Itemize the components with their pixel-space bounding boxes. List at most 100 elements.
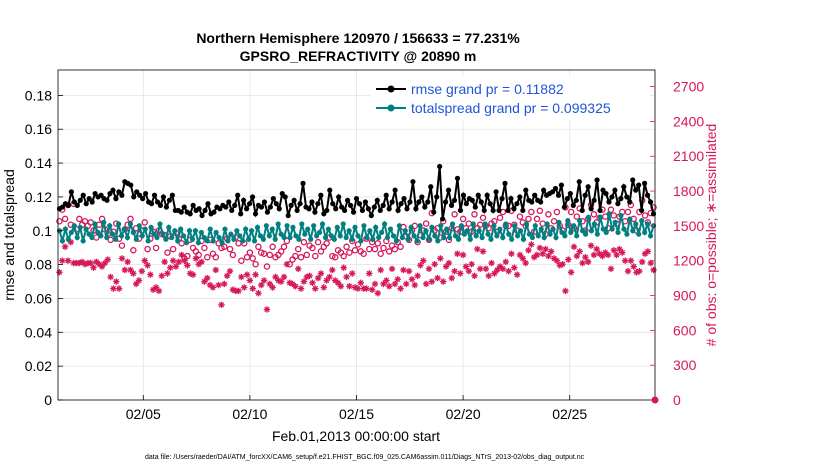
rmse-series-point xyxy=(288,202,294,208)
totalspread-series-point xyxy=(101,219,107,225)
assimilated-obs-point xyxy=(431,260,438,268)
totalspread-series-point xyxy=(621,226,627,232)
assimilated-obs-point xyxy=(428,278,436,285)
rmse-series-point xyxy=(327,187,333,193)
assimilated-obs-point xyxy=(189,271,197,278)
totalspread-series-point xyxy=(432,233,438,239)
totalspread-series-point xyxy=(86,231,92,237)
possible-obs-point xyxy=(226,245,234,253)
rmse-series-point xyxy=(377,207,383,214)
totalspread-series-point xyxy=(609,226,615,232)
assimilated-obs-point xyxy=(454,250,461,257)
assimilated-obs-point xyxy=(627,257,635,264)
y-right-tick-label: 2400 xyxy=(673,113,704,129)
totalspread-series-point xyxy=(633,221,639,227)
assimilated-obs-point xyxy=(56,269,63,276)
rmse-series-point xyxy=(567,190,573,197)
rmse-series-point xyxy=(68,189,74,195)
assimilated-obs-point xyxy=(124,258,131,266)
possible-obs-point xyxy=(346,249,353,256)
rmse-series-point xyxy=(401,196,407,202)
totalspread-series-point xyxy=(71,223,77,229)
possible-obs-point xyxy=(459,215,467,223)
totalspread-series-point xyxy=(390,233,397,239)
possible-obs-point xyxy=(229,251,237,259)
totalspread-series-point xyxy=(130,229,136,236)
totalspread-series-point xyxy=(222,226,228,232)
rmse-series-point xyxy=(380,202,386,208)
possible-obs-point xyxy=(343,243,350,251)
rmse-series-point xyxy=(639,207,645,214)
assimilated-obs-point xyxy=(292,283,299,290)
rmse-series-point xyxy=(154,199,161,205)
assimilated-obs-point xyxy=(542,245,549,253)
rmse-series-point xyxy=(517,194,523,200)
assimilated-obs-point xyxy=(64,257,72,264)
totalspread-series-point xyxy=(562,233,568,239)
assimilated-obs-point xyxy=(639,258,646,266)
totalspread-series-point xyxy=(243,226,249,232)
totalspread-series-point xyxy=(426,236,432,242)
totalspread-series-point xyxy=(92,221,98,227)
rmse-series-point xyxy=(362,199,369,205)
totalspread-series-point xyxy=(387,226,394,232)
possible-obs-point xyxy=(297,253,305,261)
rmse-series-point xyxy=(131,194,137,200)
totalspread-series-point xyxy=(553,234,559,241)
possible-obs-point xyxy=(528,208,535,216)
assimilated-obs-point xyxy=(505,267,512,275)
rmse-series-point xyxy=(110,187,116,193)
possible-obs-point xyxy=(314,238,322,246)
totalspread-series-point xyxy=(322,234,329,241)
possible-obs-point xyxy=(201,244,208,252)
totalspread-series-point xyxy=(204,238,210,244)
totalspread-series-point xyxy=(435,238,441,244)
assimilated-obs-point xyxy=(209,284,217,291)
assimilated-obs-point xyxy=(513,271,521,278)
totalspread-series-point xyxy=(500,234,506,241)
x-tick-label: 02/15 xyxy=(339,406,374,422)
totalspread-series-point xyxy=(606,211,612,217)
assimilated-obs-point xyxy=(425,265,433,273)
totalspread-series-point xyxy=(248,228,255,234)
rmse-series-point xyxy=(422,204,428,210)
assimilated-obs-point xyxy=(334,279,342,286)
legend-rmse-marker xyxy=(387,85,395,93)
assimilated-obs-point xyxy=(411,281,418,289)
assimilated-obs-point xyxy=(371,280,379,288)
y-left-tick-label: 0.1 xyxy=(33,223,53,239)
assimilated-obs-point xyxy=(374,290,382,297)
y-right-tick-label: 2100 xyxy=(673,148,704,164)
rmse-series-point xyxy=(211,209,217,215)
assimilated-obs-point xyxy=(59,257,66,264)
possible-obs-point xyxy=(312,252,319,260)
rmse-series-point xyxy=(279,190,285,197)
totalspread-series-point xyxy=(246,236,252,242)
assimilated-obs-point xyxy=(317,270,325,277)
totalspread-series-point xyxy=(491,223,497,229)
possible-obs-point xyxy=(451,211,458,218)
assimilated-obs-point xyxy=(161,258,168,266)
totalspread-series-point xyxy=(110,231,116,237)
totalspread-series-point xyxy=(145,238,151,244)
y-left-tick-label: 0.08 xyxy=(25,257,52,273)
totalspread-series-point xyxy=(461,231,467,237)
rmse-series-point xyxy=(333,206,339,212)
rmse-series-point xyxy=(541,187,547,193)
rmse-series-point xyxy=(413,206,419,212)
possible-obs-point xyxy=(624,208,632,216)
totalspread-series-point xyxy=(411,233,417,239)
rmse-series-point xyxy=(642,180,648,186)
totalspread-series-point xyxy=(169,234,175,241)
totalspread-series-point xyxy=(373,224,379,230)
possible-obs-point xyxy=(479,214,487,222)
assimilated-obs-point xyxy=(192,255,200,262)
totalspread-series-point xyxy=(402,228,408,234)
assimilated-obs-point xyxy=(400,266,407,274)
rmse-series-point xyxy=(202,207,208,214)
possible-obs-point xyxy=(203,253,211,261)
totalspread-series-point xyxy=(157,221,163,227)
y-right-tick-label: 1500 xyxy=(673,218,704,234)
assimilated-obs-point xyxy=(420,257,427,264)
totalspread-series-point xyxy=(642,229,648,236)
